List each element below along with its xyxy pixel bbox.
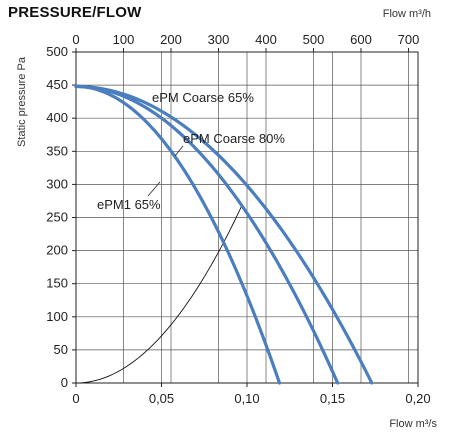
series-line [74, 84, 340, 385]
x-tick-label: 0,05 [149, 391, 174, 406]
y-tick-label: 300 [46, 176, 68, 191]
x2-tick-label: 400 [255, 32, 277, 47]
x-tick-label: 0,15 [320, 391, 345, 406]
x-tick-label: 0,20 [405, 391, 430, 406]
series-line [74, 84, 374, 385]
x2-tick-label: 600 [350, 32, 372, 47]
y-tick-label: 250 [46, 210, 68, 225]
series-label-leader [174, 145, 184, 157]
x2-tick-label: 100 [113, 32, 135, 47]
system-curve [75, 205, 243, 384]
series-label-leader [147, 181, 161, 197]
y-tick-label: 400 [46, 110, 68, 125]
series-line [74, 84, 282, 385]
x-tick-label: 0,10 [234, 391, 259, 406]
x2-tick-label: 300 [208, 32, 230, 47]
y-tick-label: 450 [46, 77, 68, 92]
x2-tick-label: 200 [160, 32, 182, 47]
chart-title: PRESSURE/FLOW [8, 4, 142, 21]
y-tick-label: 500 [46, 44, 68, 59]
series-label: ePM Coarse 65% [152, 90, 254, 105]
x-tick-label: 0 [72, 391, 79, 406]
y-tick-label: 350 [46, 143, 68, 158]
x2-axis-unit: Flow m³/h [382, 8, 431, 20]
y-tick-label: 150 [46, 276, 68, 291]
x-axis-unit: Flow m³/s [389, 418, 437, 430]
y-tick-label: 100 [46, 309, 68, 324]
series-label: ePM1 65% [97, 197, 161, 212]
x2-tick-label: 700 [398, 32, 420, 47]
y-tick-label: 50 [54, 342, 68, 357]
x2-tick-label: 500 [303, 32, 325, 47]
y-tick-label: 0 [61, 375, 68, 390]
y-tick-label: 200 [46, 243, 68, 258]
x2-tick-label: 0 [72, 32, 79, 47]
series-label: ePM Coarse 80% [183, 131, 285, 146]
